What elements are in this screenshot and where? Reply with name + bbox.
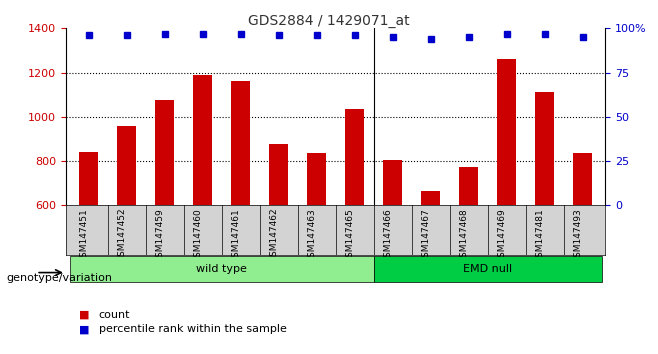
Text: GSM147452: GSM147452 (118, 208, 126, 262)
Text: GSM147460: GSM147460 (193, 208, 203, 263)
FancyBboxPatch shape (70, 256, 374, 282)
Text: GSM147465: GSM147465 (345, 208, 355, 263)
Text: percentile rank within the sample: percentile rank within the sample (99, 324, 287, 334)
Text: GSM147468: GSM147468 (459, 208, 468, 263)
Text: GSM147463: GSM147463 (307, 208, 316, 263)
Text: count: count (99, 310, 130, 320)
Bar (231, 81, 250, 205)
Text: ■: ■ (79, 310, 89, 320)
Text: GSM147493: GSM147493 (574, 208, 582, 263)
Text: genotype/variation: genotype/variation (7, 273, 113, 283)
Bar (383, 160, 402, 205)
Bar (117, 126, 136, 205)
Text: GDS2884 / 1429071_at: GDS2884 / 1429071_at (248, 14, 410, 28)
Text: GSM147493: GSM147493 (574, 208, 582, 263)
FancyBboxPatch shape (374, 256, 601, 282)
Bar (155, 100, 174, 205)
Text: GSM147466: GSM147466 (384, 208, 393, 263)
Text: ■: ■ (79, 324, 89, 334)
Text: GSM147451: GSM147451 (80, 208, 89, 263)
Text: EMD null: EMD null (463, 264, 512, 274)
Bar (193, 75, 212, 205)
Text: GSM147469: GSM147469 (497, 208, 507, 263)
Text: GSM147461: GSM147461 (232, 208, 241, 263)
Text: GSM147461: GSM147461 (232, 208, 241, 263)
Bar (573, 153, 592, 205)
Text: GSM147462: GSM147462 (270, 208, 278, 262)
Bar (497, 59, 516, 205)
Bar (345, 109, 364, 205)
Text: GSM147452: GSM147452 (118, 208, 126, 262)
Text: GSM147467: GSM147467 (422, 208, 430, 263)
Bar (421, 191, 440, 205)
Text: GSM147465: GSM147465 (345, 208, 355, 263)
Text: GSM147481: GSM147481 (536, 208, 545, 263)
Text: GSM147469: GSM147469 (497, 208, 507, 263)
Text: GSM147462: GSM147462 (270, 208, 278, 262)
Bar (459, 167, 478, 205)
Text: GSM147467: GSM147467 (422, 208, 430, 263)
Text: GSM147451: GSM147451 (80, 208, 89, 263)
Text: wild type: wild type (196, 264, 247, 274)
Bar (269, 144, 288, 205)
Text: GSM147466: GSM147466 (384, 208, 393, 263)
Bar (535, 92, 554, 205)
Text: GSM147460: GSM147460 (193, 208, 203, 263)
Bar (307, 153, 326, 205)
Text: GSM147459: GSM147459 (155, 208, 164, 263)
Text: GSM147459: GSM147459 (155, 208, 164, 263)
Text: GSM147468: GSM147468 (459, 208, 468, 263)
Bar (79, 152, 98, 205)
Text: GSM147463: GSM147463 (307, 208, 316, 263)
Text: GSM147481: GSM147481 (536, 208, 545, 263)
